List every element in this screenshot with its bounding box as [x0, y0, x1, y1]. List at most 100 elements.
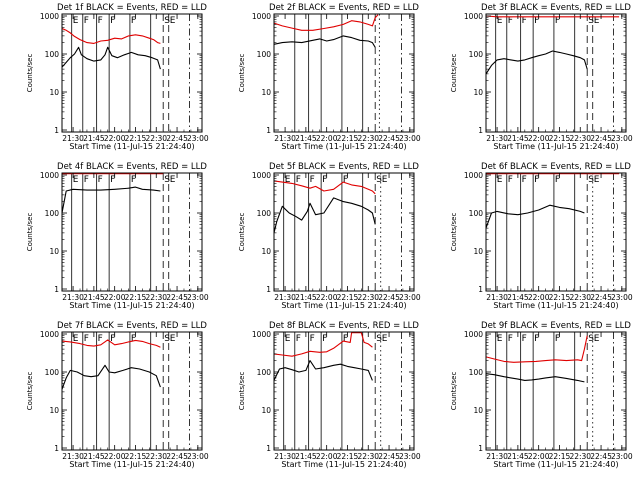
y-tick-label: 1000: [40, 12, 59, 21]
x-tick-label: 23:00: [611, 293, 633, 302]
x-tick-label: 22:30: [145, 452, 167, 461]
series-line-lld: [273, 14, 379, 31]
series-line-events: [485, 204, 585, 229]
y-tick-label: 100: [469, 368, 484, 377]
series-line-events: [485, 50, 588, 75]
plot-frame: [485, 13, 627, 133]
x-tick-label: 22:00: [528, 452, 550, 461]
series-line-events: [273, 360, 373, 381]
x-tick-label: 22:15: [549, 293, 571, 302]
plot-frame: [485, 172, 627, 292]
marker-label-2: F: [84, 16, 89, 26]
y-axis-label: Counts/sec: [450, 372, 458, 411]
marker-label-5: F: [343, 175, 348, 185]
x-tick-label: 22:30: [357, 452, 379, 461]
x-tick-label: 22:00: [316, 452, 338, 461]
y-tick-label: 1: [478, 444, 483, 453]
marker-label-3: F: [98, 16, 103, 26]
chart-title: Det 7f BLACK = Events, RED = LLD: [57, 321, 207, 331]
chart-panel-2: Det 2f BLACK = Events, RED = LLD Counts/s…: [238, 3, 421, 151]
x-tick-label: 22:45: [378, 134, 400, 143]
x-axis-label: Start Time (11-Jul-15 21:24:40): [281, 460, 406, 469]
y-tick-label: 1000: [252, 12, 271, 21]
chart-panel-3: Det 3f BLACK = Events, RED = LLD Counts/s…: [450, 3, 633, 151]
marker-label-4: F: [534, 334, 539, 344]
marker-label-4: F: [110, 16, 115, 26]
x-tick-label: 22:45: [378, 452, 400, 461]
marker-label-7: S: [588, 16, 594, 26]
x-tick-label: 21:30: [62, 452, 84, 461]
series-line-events: [273, 197, 376, 234]
x-axis-label: Start Time (11-Jul-15 21:24:40): [69, 142, 194, 151]
x-tick-label: 23:00: [611, 134, 633, 143]
chart-panel-6: Det 6f BLACK = Events, RED = LLD Counts/s…: [450, 162, 633, 310]
y-tick-label: 100: [45, 50, 60, 59]
plot-frame: [273, 172, 415, 292]
x-tick-label: 21:45: [507, 293, 529, 302]
y-axis-label: Counts/sec: [238, 54, 246, 93]
x-tick-label: 22:45: [590, 134, 612, 143]
x-tick-label: 23:00: [399, 293, 421, 302]
x-tick-label: 23:00: [399, 452, 421, 461]
chart-title: Det 9f BLACK = Events, RED = LLD: [481, 321, 631, 331]
chart-title: Det 3f BLACK = Events, RED = LLD: [481, 3, 631, 13]
y-tick-label: 1000: [464, 12, 483, 21]
marker-label-5: F: [555, 16, 560, 26]
x-tick-label: 21:30: [274, 134, 296, 143]
x-tick-label: 23:00: [187, 134, 209, 143]
x-tick-label: 22:45: [166, 134, 188, 143]
marker-label-7: S: [164, 16, 170, 26]
x-tick-label: 22:30: [357, 134, 379, 143]
y-tick-label: 1: [54, 285, 59, 294]
y-axis-label: Counts/sec: [450, 54, 458, 93]
x-tick-label: 23:00: [611, 452, 633, 461]
x-tick-label: 22:45: [166, 293, 188, 302]
x-tick-label: 21:45: [83, 293, 105, 302]
marker-label-3: F: [310, 175, 315, 185]
chart-title: Det 2f BLACK = Events, RED = LLD: [269, 3, 419, 13]
y-tick-label: 1000: [40, 330, 59, 339]
y-tick-label: 10: [49, 88, 59, 97]
chart-title: Det 1f BLACK = Events, RED = LLD: [57, 3, 207, 13]
x-tick-label: 21:30: [486, 293, 508, 302]
x-tick-label: 22:00: [316, 293, 338, 302]
x-tick-label: 21:45: [83, 452, 105, 461]
series-line-events: [61, 46, 161, 70]
series-line-events: [61, 186, 161, 214]
y-tick-label: 1000: [252, 171, 271, 180]
y-axis-label: Counts/sec: [26, 372, 34, 411]
x-axis-label: Start Time (11-Jul-15 21:24:40): [493, 460, 618, 469]
marker-label-8: E: [594, 16, 600, 26]
y-tick-label: 10: [261, 406, 271, 415]
x-tick-label: 22:45: [166, 452, 188, 461]
marker-label-7: S: [376, 334, 382, 344]
chart-panel-9: Det 9f BLACK = Events, RED = LLD Counts/s…: [450, 321, 633, 469]
plot-frame: [273, 331, 415, 451]
marker-label-2: F: [296, 175, 301, 185]
marker-label-7: S: [588, 175, 594, 185]
series-line-lld: [61, 339, 161, 348]
x-tick-label: 21:45: [295, 293, 317, 302]
marker-label-8: E: [382, 175, 388, 185]
x-tick-label: 22:15: [125, 452, 147, 461]
y-tick-label: 100: [45, 368, 60, 377]
plot-frame: [61, 13, 203, 133]
chart-title: Det 8f BLACK = Events, RED = LLD: [269, 321, 419, 331]
plot-frame: [61, 172, 203, 292]
marker-label-2: F: [84, 334, 89, 344]
x-tick-label: 22:30: [145, 134, 167, 143]
marker-label-4: F: [110, 175, 115, 185]
marker-label-5: F: [131, 334, 136, 344]
series-line-lld: [273, 180, 376, 195]
x-tick-label: 22:15: [337, 452, 359, 461]
chart-title: Det 5f BLACK = Events, RED = LLD: [269, 162, 419, 172]
y-tick-label: 1: [54, 444, 59, 453]
y-tick-label: 10: [473, 406, 483, 415]
x-tick-label: 22:30: [569, 452, 591, 461]
marker-label-7: S: [588, 334, 594, 344]
x-axis-label: Start Time (11-Jul-15 21:24:40): [493, 301, 618, 310]
marker-label-2: F: [508, 175, 513, 185]
marker-label-7: S: [164, 334, 170, 344]
x-axis-label: Start Time (11-Jul-15 21:24:40): [69, 460, 194, 469]
series-line-lld: [485, 335, 588, 363]
